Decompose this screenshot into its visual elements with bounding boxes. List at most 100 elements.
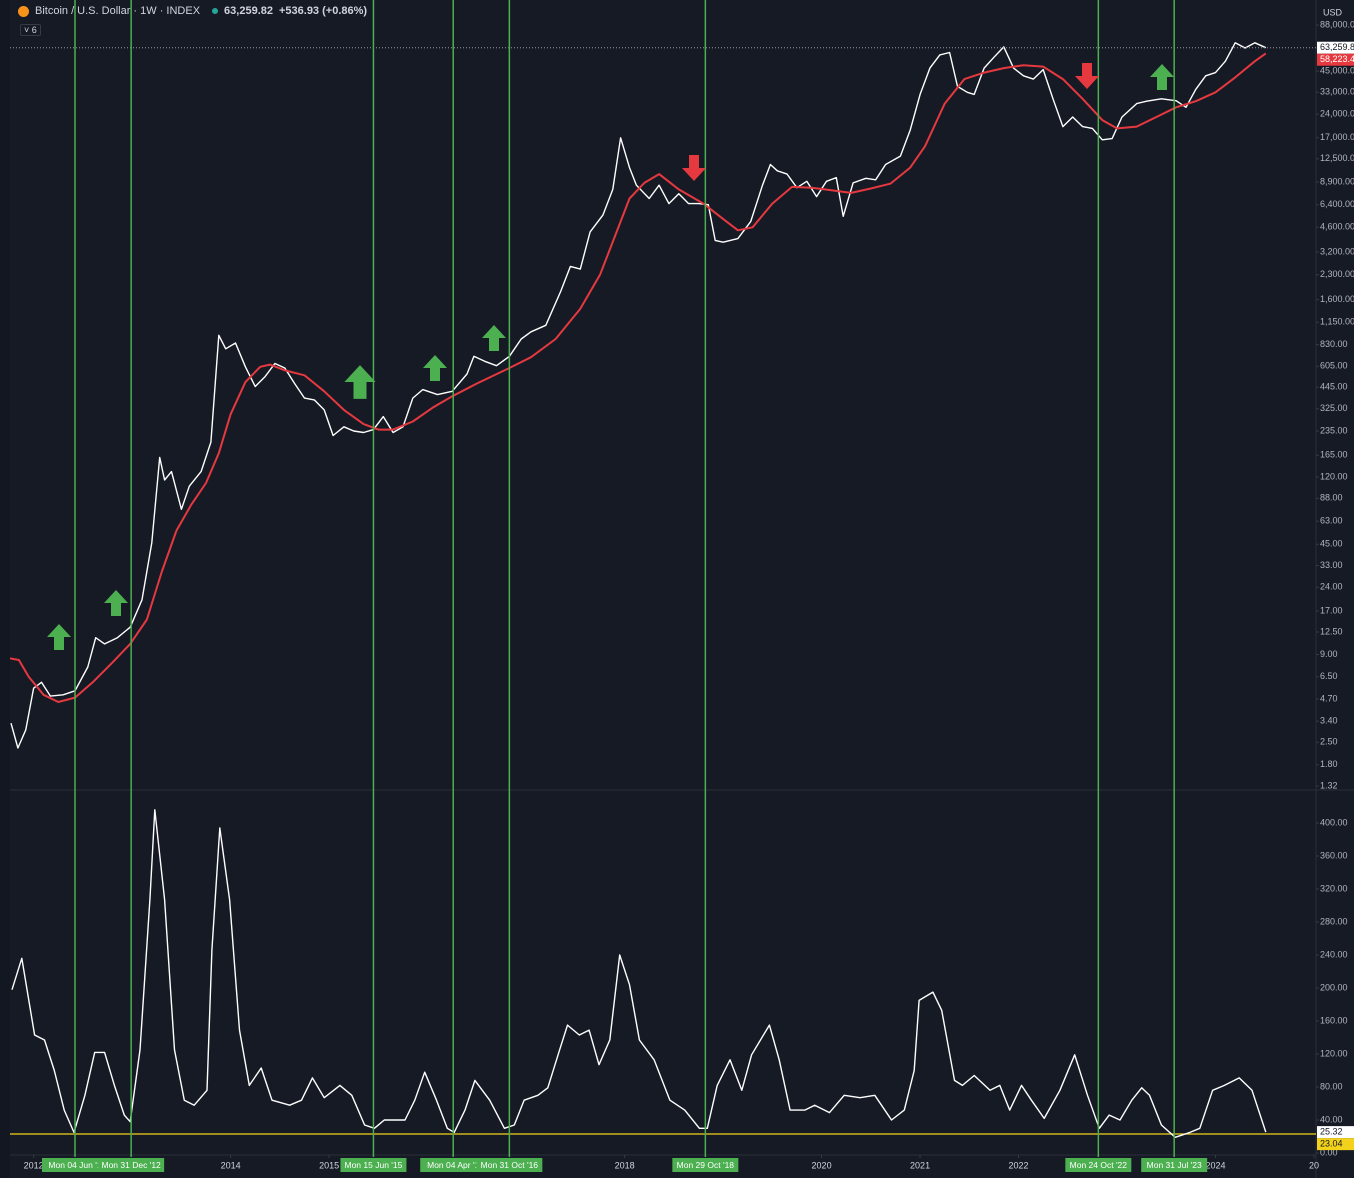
y-tick-label: 45.00 bbox=[1320, 539, 1343, 549]
y-tick-label: 33.00 bbox=[1320, 560, 1343, 570]
y-tick-label: 2.50 bbox=[1320, 737, 1338, 747]
y-tick-label: 12,500.00 bbox=[1320, 153, 1354, 163]
axis-value-label: 58,223.4 bbox=[1320, 54, 1354, 64]
marker-label-box bbox=[98, 1158, 165, 1172]
symbol-title: Bitcoin / U.S. Dollar · 1W · INDEX bbox=[35, 5, 201, 18]
y-tick-label: 240.00 bbox=[1320, 949, 1348, 959]
y-tick-label: 3,200.00 bbox=[1320, 247, 1354, 257]
y-tick-label: 445.00 bbox=[1320, 382, 1348, 392]
y-tick-label: 160.00 bbox=[1320, 1015, 1348, 1025]
y-tick-label: 17,000.00 bbox=[1320, 132, 1354, 142]
y-tick-label: 8,900.00 bbox=[1320, 176, 1354, 186]
arrow-up bbox=[423, 355, 447, 381]
arrow-down bbox=[682, 155, 706, 181]
axis-value-label: 23.04 bbox=[1320, 1139, 1343, 1149]
arrow-down bbox=[1075, 63, 1099, 89]
marker-label: Mon 29 Oct '18 bbox=[677, 1160, 735, 1170]
y-tick-label: 605.00 bbox=[1320, 361, 1348, 371]
y-tick-label: 1,600.00 bbox=[1320, 294, 1354, 304]
y-tick-label: 6.50 bbox=[1320, 671, 1338, 681]
series-group bbox=[11, 809, 1267, 1138]
arrow-up bbox=[47, 624, 71, 650]
arrow-up bbox=[104, 590, 128, 616]
series-line bbox=[11, 809, 1267, 1138]
y-tick-label: 63.00 bbox=[1320, 516, 1343, 526]
y-tick-label: 24,000.00 bbox=[1320, 109, 1354, 119]
y-tick-label: 400.00 bbox=[1320, 817, 1348, 827]
y-tick-label: 80.00 bbox=[1320, 1081, 1343, 1091]
y-tick-label: 88.00 bbox=[1320, 493, 1343, 503]
y-tick-label: 0.00 bbox=[1320, 1147, 1338, 1157]
y-tick-label: 40.00 bbox=[1320, 1114, 1343, 1124]
marker-label-box bbox=[672, 1158, 739, 1172]
y-tick-label: 9.00 bbox=[1320, 649, 1338, 659]
y-tick-label: 325.00 bbox=[1320, 403, 1348, 413]
y-tick-label: 1.80 bbox=[1320, 759, 1338, 769]
axis-value-label: 25.32 bbox=[1320, 1127, 1343, 1137]
last-price: 63,259.82 bbox=[224, 5, 273, 18]
symbol-icon bbox=[18, 5, 29, 17]
x-tick-label: 2012 bbox=[24, 1160, 44, 1170]
marker-label-box bbox=[420, 1158, 487, 1172]
x-tick-label: 2018 bbox=[615, 1160, 635, 1170]
y-tick-label: 320.00 bbox=[1320, 883, 1348, 893]
y-tick-label: 4.70 bbox=[1320, 693, 1338, 703]
y-tick-label: 1.32 bbox=[1320, 780, 1338, 790]
y-tick-label: 1,150.00 bbox=[1320, 317, 1354, 327]
axis-value-box bbox=[1317, 53, 1354, 66]
axis-value-box bbox=[1317, 1138, 1354, 1151]
axis-value-box bbox=[1317, 1126, 1354, 1139]
y-tick-label: 2,300.00 bbox=[1320, 269, 1354, 279]
y-tick-label: 4,600.00 bbox=[1320, 222, 1354, 232]
y-tick-label: 88,000.00 bbox=[1320, 20, 1354, 30]
marker-label: Mon 04 Jun '1 bbox=[48, 1160, 101, 1170]
y-tick-label: 3.40 bbox=[1320, 716, 1338, 726]
x-tick-label: 2022 bbox=[1009, 1160, 1029, 1170]
status-dot bbox=[212, 8, 219, 15]
marker-label: Mon 31 Jul '23 bbox=[1147, 1160, 1202, 1170]
annotations bbox=[47, 63, 1174, 650]
arrow-up bbox=[482, 325, 506, 351]
series-line bbox=[10, 42, 1267, 749]
left-toolbar bbox=[0, 0, 10, 1178]
marker-label-box bbox=[476, 1158, 543, 1172]
x-tick-label: 2015 bbox=[319, 1160, 339, 1170]
y-tick-label: 33,000.00 bbox=[1320, 87, 1354, 97]
marker-label: Mon 31 Oct '16 bbox=[481, 1160, 539, 1170]
y-tick-label: 830.00 bbox=[1320, 339, 1348, 349]
y-tick-label: 235.00 bbox=[1320, 425, 1348, 435]
indicator-count: 6 bbox=[31, 25, 37, 35]
axis-value-box bbox=[1317, 41, 1354, 54]
y-tick-label: 24.00 bbox=[1320, 582, 1343, 592]
y-tick-label: 6,400.00 bbox=[1320, 199, 1354, 209]
y-tick-label: 17.00 bbox=[1320, 605, 1343, 615]
currency-label: USD bbox=[1323, 7, 1343, 17]
marker-label: Mon 15 Jun '15 bbox=[345, 1160, 403, 1170]
series-group bbox=[10, 42, 1267, 749]
header: Bitcoin / U.S. Dollar · 1W · INDEX 63,259… bbox=[18, 5, 373, 17]
marker-label-box bbox=[340, 1158, 407, 1172]
y-tick-label: 45,000.00 bbox=[1320, 65, 1354, 75]
y-tick-label: 165.00 bbox=[1320, 450, 1348, 460]
price-change: +536.93 (+0.86%) bbox=[278, 5, 368, 18]
axis-value-label: 63,259.8 bbox=[1320, 42, 1354, 52]
x-tick-label: 2020 bbox=[812, 1160, 832, 1170]
arrow-up bbox=[344, 365, 376, 399]
marker-label-box bbox=[42, 1158, 109, 1172]
y-tick-label: 12.50 bbox=[1320, 626, 1343, 636]
y-tick-label: 200.00 bbox=[1320, 982, 1348, 992]
marker-label-box bbox=[1141, 1158, 1208, 1172]
y-tick-label: 120.00 bbox=[1320, 471, 1348, 481]
marker-label-box bbox=[1065, 1158, 1132, 1172]
marker-label: Mon 04 Apr '1 bbox=[427, 1160, 479, 1170]
y-tick-label: 360.00 bbox=[1320, 850, 1348, 860]
series-line bbox=[10, 52, 1267, 703]
indicator-toggle[interactable]: ˅ 6 bbox=[20, 24, 41, 36]
arrow-up bbox=[1150, 64, 1174, 90]
x-tick-label: 2021 bbox=[910, 1160, 930, 1170]
marker-label: Mon 31 Dec '12 bbox=[102, 1160, 162, 1170]
x-tick-label: 2014 bbox=[221, 1160, 241, 1170]
y-tick-label: 280.00 bbox=[1320, 916, 1348, 926]
